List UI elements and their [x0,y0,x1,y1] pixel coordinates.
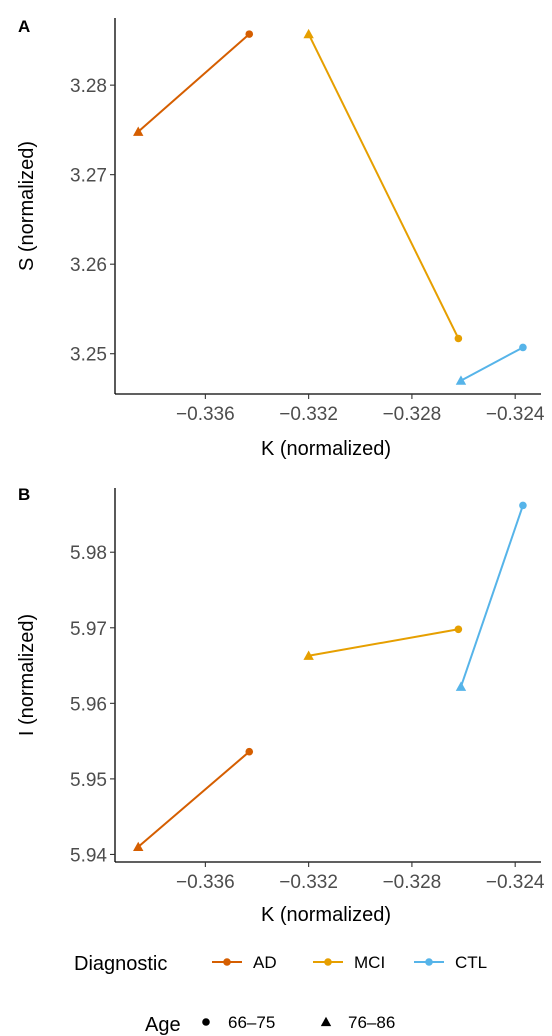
series-line-ctl [460,505,524,688]
series-line-mci [308,628,459,657]
data-point-ctl [455,681,467,691]
legend-label: CTL [455,953,487,972]
series-line-ctl [460,346,524,382]
y-tick-label: 3.28 [70,76,107,97]
panel-label: B [18,485,30,504]
data-point-ctl [455,375,467,385]
x-axis-title: K (normalized) [261,438,391,460]
data-point-mci [303,28,314,39]
legend-title: Age [145,1014,181,1036]
x-tick-label: −0.324 [486,404,545,425]
y-axis-title: S (normalized) [16,141,38,271]
x-tick-label: −0.332 [279,404,338,425]
x-tick-label: −0.328 [383,404,442,425]
y-tick-label: 5.95 [70,770,107,791]
y-tick-label: 5.98 [70,543,107,564]
series-line-ad [137,750,250,848]
data-point-ctl [519,501,527,510]
series-line-mci [307,33,460,339]
x-tick-label: −0.328 [383,872,442,893]
y-tick-label: 3.25 [70,345,107,366]
panel-b: B 5.94 5.95 5.96 5.97 5.98 −0.336 −0.332 −0.328 −… [16,485,545,926]
legend-title: Diagnostic [74,953,167,975]
y-tick-label: 5.96 [70,694,107,715]
legend-label: 66–75 [228,1013,275,1032]
legend-key-triangle [320,1016,332,1027]
y-tick-label: 5.94 [70,845,107,866]
data-point-ad [133,126,144,136]
legend-key-point [223,958,231,966]
y-tick-label: 3.27 [70,166,107,187]
data-point-mci [454,334,463,343]
legend-key-point [425,958,433,966]
panel-label: A [18,17,30,36]
data-point-mci [454,625,463,634]
x-tick-label: −0.324 [486,872,545,893]
data-point-ad [245,747,254,756]
x-tick-label: −0.336 [176,404,235,425]
legend-label: 76–86 [348,1013,395,1032]
data-point-ctl [519,343,527,352]
x-tick-label: −0.336 [176,872,235,893]
legend-age: Age 66–75 76–86 [145,1013,395,1036]
legend-label: MCI [354,953,385,972]
series-line-ad [137,33,250,133]
y-tick-label: 5.97 [70,619,107,640]
y-axis-title: I (normalized) [16,614,38,736]
data-point-ad [245,30,254,38]
legend-key-circle [202,1018,210,1026]
data-point-ad [133,841,144,852]
x-axis-title: K (normalized) [261,904,391,926]
data-point-mci [303,650,314,660]
x-tick-label: −0.332 [279,872,338,893]
y-tick-label: 3.26 [70,255,107,276]
legend-label: AD [253,953,277,972]
panel-a: A 3.25 3.26 3.27 3.28 −0.336 −0.332 −0.328 −0.32… [16,17,545,460]
legend-key-point [324,958,332,966]
legend-diagnostic: Diagnostic AD MCI CTL [74,953,487,975]
